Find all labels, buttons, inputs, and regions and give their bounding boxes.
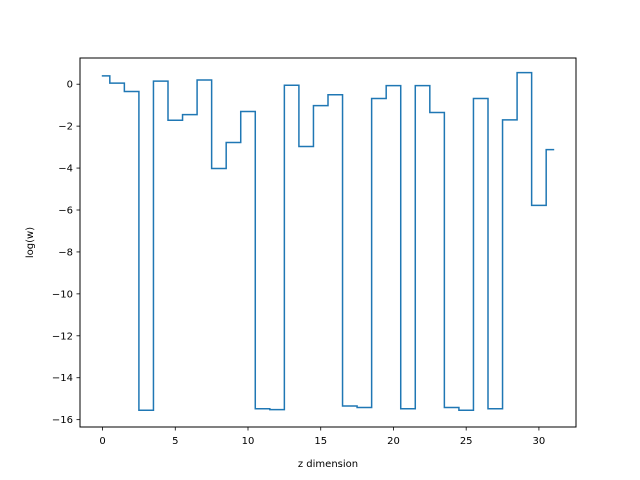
- x-tick-label: 15: [314, 436, 327, 447]
- series-layer: [101, 71, 555, 411]
- x-tick-label: 0: [99, 436, 105, 447]
- plot-frame: [79, 57, 577, 428]
- x-tick-label: 5: [172, 436, 178, 447]
- series-line-0: [101, 71, 555, 411]
- x-tick-label: 20: [387, 436, 400, 447]
- x-tick-label: 10: [242, 436, 255, 447]
- y-tick-label: −2: [58, 122, 73, 133]
- x-axis-ticks: 0 5 10 15 20 25 30: [99, 427, 545, 447]
- y-tick-label: −4: [58, 164, 73, 175]
- x-tick-label: 30: [533, 436, 546, 447]
- x-axis-label: z dimension: [298, 459, 358, 470]
- plot-area: [80, 58, 576, 427]
- x-tick-label: 25: [460, 436, 473, 447]
- y-tick-label: −10: [52, 289, 73, 300]
- y-axis-label: log(w): [25, 227, 36, 258]
- y-axis-ticks: 0 −2 −4 −6 −8 −10 −12 −14 −16: [52, 80, 80, 426]
- y-tick-label: 0: [67, 80, 73, 91]
- y-tick-label: −14: [52, 373, 73, 384]
- y-tick-label: −16: [52, 415, 73, 426]
- y-tick-label: −6: [58, 206, 73, 217]
- y-tick-label: −12: [52, 331, 73, 342]
- y-tick-label: −8: [58, 247, 73, 258]
